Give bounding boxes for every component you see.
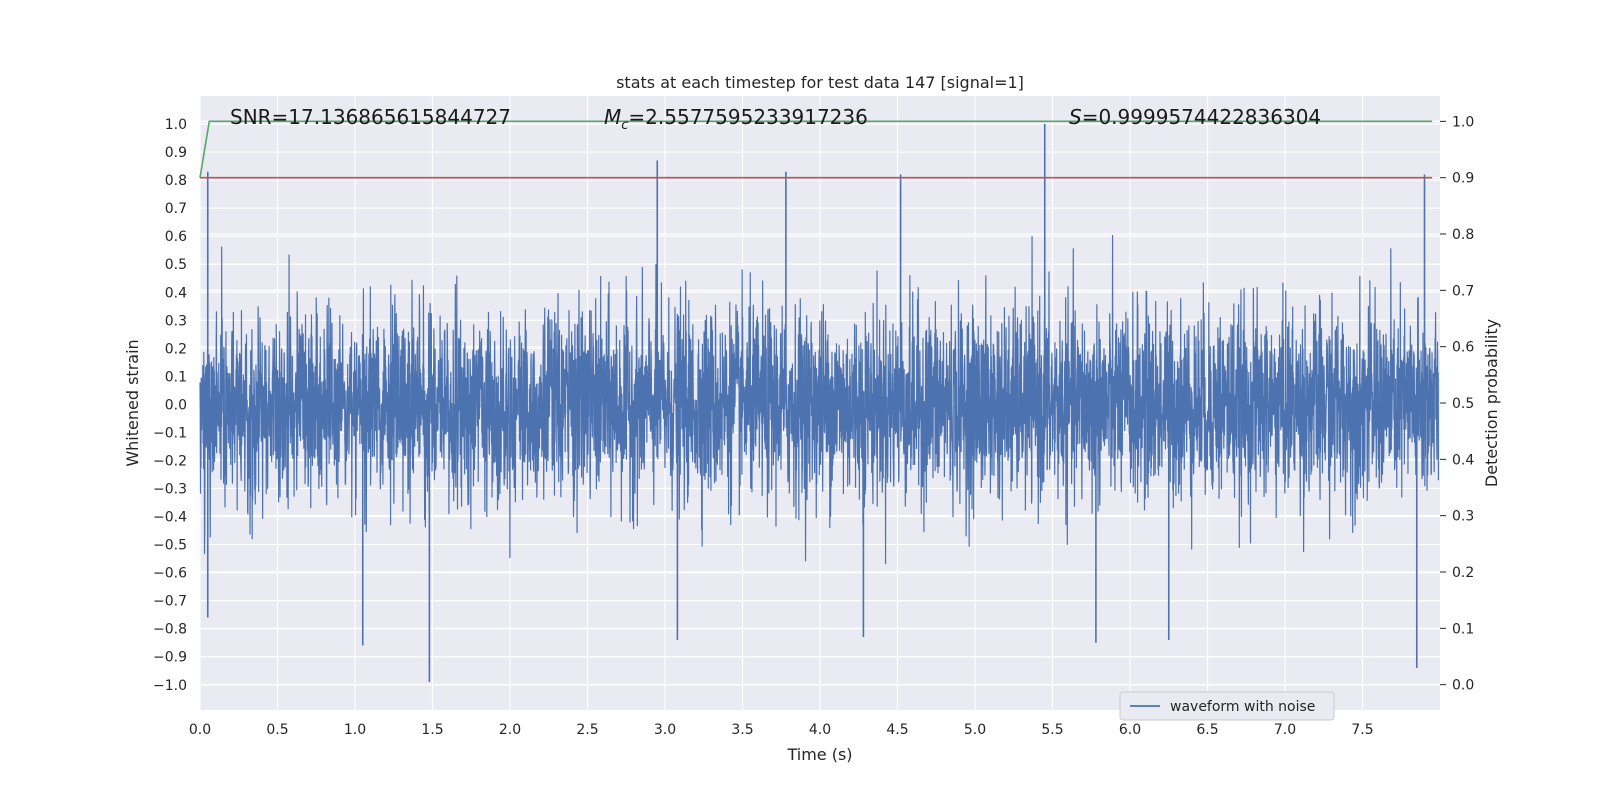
y2-tick-label: 0.5	[1452, 396, 1474, 412]
y-tick-label: 1.0	[165, 117, 187, 133]
x-axis-ticks: 0.0 0.5 1.0 1.5 2.0 2.5 3.0 3.5 4.0 4.5 5.0 5.5 6.0 6…	[189, 722, 1374, 738]
y2-tick-label: 0.9	[1452, 171, 1474, 187]
y-tick-label: −0.5	[153, 538, 187, 554]
x-tick-label: 4.0	[809, 722, 831, 738]
legend-label-waveform: waveform with noise	[1170, 699, 1315, 715]
y-tick-label: 0.2	[165, 341, 187, 357]
x-tick-label: 7.5	[1351, 722, 1373, 738]
score-annotation: S=0.9999574422836304	[1069, 105, 1321, 129]
y-tick-label: −0.9	[153, 650, 187, 666]
probability-series	[199, 120, 1433, 179]
chirp-mass-annotation: Mc=2.5577595233917236	[604, 105, 868, 133]
legend-box	[1119, 691, 1335, 721]
y-tick-label: −0.6	[153, 566, 187, 582]
y2-tick-label: 0.0	[1452, 678, 1474, 694]
detection-probability-line	[199, 120, 1433, 178]
legend: waveform with noise	[1119, 691, 1335, 721]
y-tick-label: 0.6	[165, 229, 187, 245]
y2-axis-ticks: 1.0 0.9 0.8 0.7 0.6 0.5 0.4 0.3 0.2 0.1 0.0	[1440, 114, 1474, 694]
chart-title: stats at each timestep for test data 147…	[616, 73, 1024, 92]
score-value: =0.9999574422836304	[1082, 105, 1321, 129]
x-tick-label: 6.5	[1196, 722, 1218, 738]
y-tick-label: 0.5	[165, 257, 187, 273]
y-tick-label: −0.8	[153, 622, 187, 638]
x-tick-label: 6.0	[1119, 722, 1141, 738]
x-axis-label: Time (s)	[786, 745, 852, 764]
x-tick-label: 1.5	[421, 722, 443, 738]
x-tick-label: 2.5	[576, 722, 598, 738]
chirp-mass-subscript: c	[621, 118, 628, 133]
y-tick-label: −0.3	[153, 482, 187, 498]
y2-tick-label: 0.4	[1452, 452, 1474, 468]
x-tick-label: 4.5	[886, 722, 908, 738]
score-symbol: S	[1069, 105, 1082, 129]
chirp-mass-value: =2.5577595233917236	[628, 105, 867, 129]
x-tick-label: 3.0	[654, 722, 676, 738]
y-tick-label: 0.4	[165, 285, 187, 301]
y2-tick-label: 0.1	[1452, 621, 1474, 637]
x-tick-label: 7.0	[1274, 722, 1296, 738]
snr-annotation: SNR=17.136865615844727	[230, 105, 511, 129]
y-tick-label: 0.3	[165, 313, 187, 329]
y-tick-label: −0.2	[153, 453, 187, 469]
y-tick-label: 0.7	[165, 201, 187, 217]
chirp-mass-symbol: M	[604, 105, 621, 129]
y2-tick-label: 0.6	[1452, 340, 1474, 356]
y2-tick-label: 0.8	[1452, 227, 1474, 243]
y-tick-label: −0.7	[153, 594, 187, 610]
y-tick-label: −0.1	[153, 425, 187, 441]
y-axis-label: Whitened strain	[123, 339, 142, 466]
x-tick-label: 0.5	[266, 722, 288, 738]
x-tick-label: 5.0	[964, 722, 986, 738]
y-tick-label: 0.0	[165, 397, 187, 413]
x-tick-label: 5.5	[1041, 722, 1063, 738]
x-tick-label: 1.0	[344, 722, 366, 738]
y-tick-label: 0.1	[165, 369, 187, 385]
y2-axis-label: Detection probability	[1482, 319, 1501, 487]
y-tick-label: 0.8	[165, 173, 187, 189]
y2-tick-label: 0.7	[1452, 283, 1474, 299]
y-tick-label: −0.4	[153, 510, 187, 526]
y2-tick-label: 0.3	[1452, 509, 1474, 525]
y-axis-ticks: 1.0 0.9 0.8 0.7 0.6 0.5 0.4 0.3 0.2 0.1 0.0 −0.1 −0.…	[153, 117, 187, 694]
y-tick-label: 0.9	[165, 145, 187, 161]
waveform-series	[199, 124, 1440, 682]
y-tick-label: −1.0	[153, 678, 187, 694]
y2-tick-label: 1.0	[1452, 114, 1474, 130]
x-tick-label: 2.0	[499, 722, 521, 738]
y2-tick-label: 0.2	[1452, 565, 1474, 581]
x-tick-label: 3.5	[731, 722, 753, 738]
waveform-line	[199, 235, 1440, 565]
x-tick-label: 0.0	[189, 722, 211, 738]
